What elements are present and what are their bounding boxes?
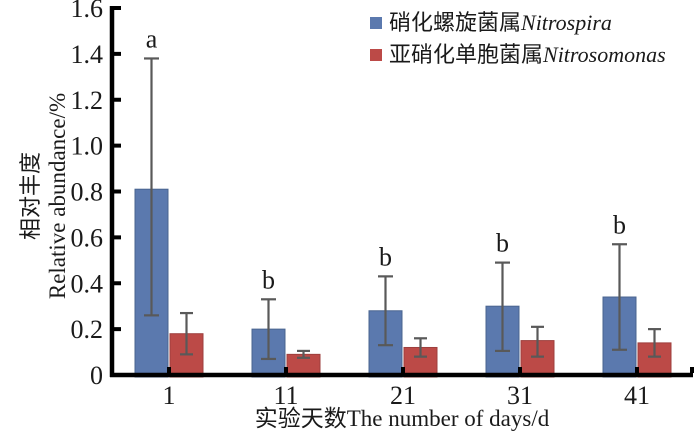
y-tick-label-0.2: 0.2	[71, 315, 104, 344]
legend-item-nitrospira: 硝化螺旋菌属Nitrospira	[370, 10, 666, 36]
legend-label-nitrospira: 硝化螺旋菌属Nitrospira	[389, 10, 612, 36]
significance-letter-day31: b	[496, 229, 509, 258]
legend-label-nitrospira-latin: Nitrospira	[521, 10, 612, 35]
y-axis-title: 相对丰度 Relative abundance/%	[18, 26, 74, 366]
y-tick-label-0.8: 0.8	[71, 178, 104, 207]
significance-letter-day41: b	[613, 210, 626, 239]
y-tick-label-0.4: 0.4	[71, 269, 104, 298]
y-tick-label-0: 0	[90, 361, 103, 390]
y-axis-title-en: Relative abundance/%	[45, 92, 70, 300]
y-axis-title-cn: 相对丰度	[18, 152, 43, 241]
legend-label-nitrosomonas-cn: 亚硝化单胞菌属	[389, 42, 544, 67]
x-tick-label-day1: 1	[163, 381, 176, 410]
x-tick-label-day31: 31	[507, 381, 533, 410]
legend-label-nitrospira-cn: 硝化螺旋菌属	[389, 10, 522, 35]
legend: 硝化螺旋菌属Nitrospira 亚硝化单胞菌属Nitrosomonas	[370, 10, 666, 68]
significance-letter-day1: a	[146, 24, 158, 53]
legend-label-nitrosomonas: 亚硝化单胞菌属Nitrosomonas	[389, 42, 666, 68]
significance-letter-day11: b	[262, 265, 275, 294]
x-tick-label-day11: 11	[273, 381, 298, 410]
y-tick-label-1.6: 1.6	[71, 0, 104, 23]
legend-item-nitrosomonas: 亚硝化单胞菌属Nitrosomonas	[370, 42, 666, 68]
significance-letter-day21: b	[379, 242, 392, 271]
x-tick-label-day41: 41	[624, 381, 650, 410]
y-tick-label-1.4: 1.4	[71, 40, 104, 69]
legend-label-nitrosomonas-latin: Nitrosomonas	[543, 42, 666, 67]
legend-swatch-nitrosomonas-icon	[370, 49, 382, 61]
y-tick-label-0.6: 0.6	[71, 223, 104, 252]
y-tick-label-1.2: 1.2	[71, 86, 104, 115]
x-axis-title: 实验天数The number of days/d	[254, 406, 550, 431]
x-tick-label-day21: 21	[390, 381, 416, 410]
legend-swatch-nitrospira-icon	[370, 17, 382, 29]
y-tick-label-1.0: 1.0	[71, 132, 104, 161]
